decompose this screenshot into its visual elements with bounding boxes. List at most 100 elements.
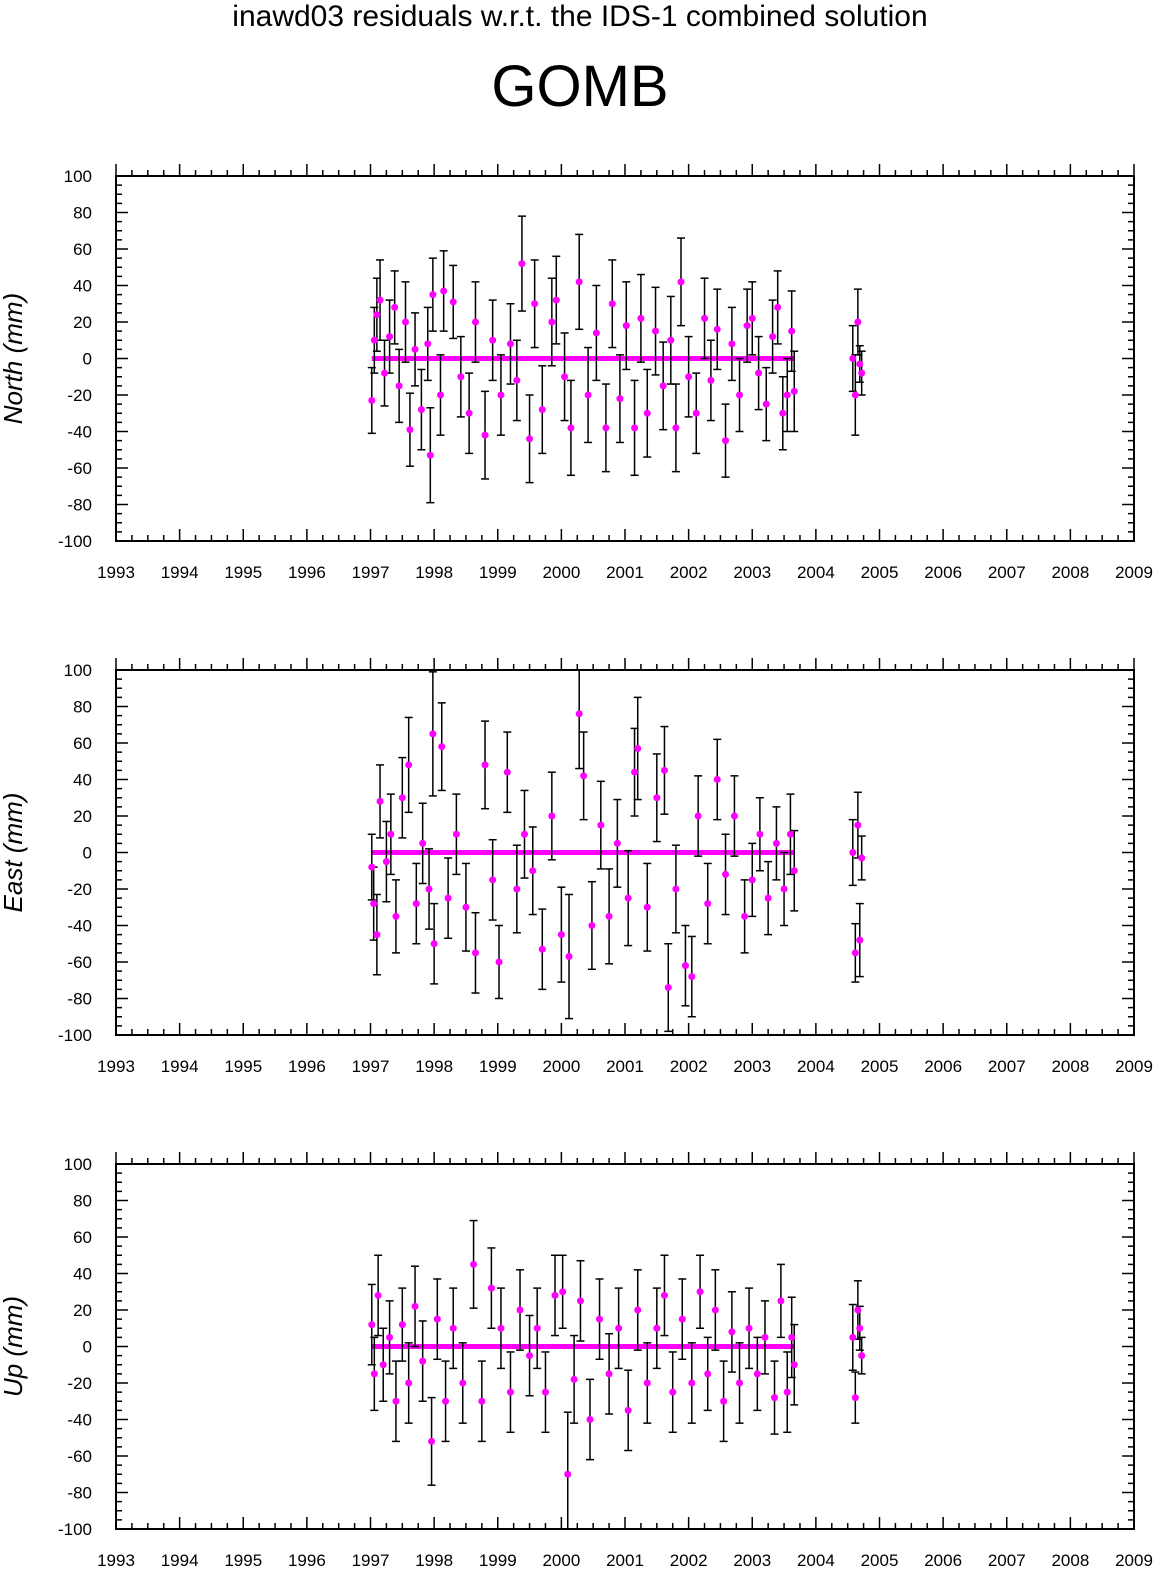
- north-y-axis-label: North (mm): [0, 293, 28, 424]
- up-data-point: [419, 1357, 427, 1365]
- east-data-point: [438, 743, 446, 751]
- north-y-tick-label: 60: [73, 240, 92, 259]
- up-y-tick-label: 60: [73, 1228, 92, 1247]
- north-data-point: [592, 329, 600, 337]
- east-data-point: [624, 894, 632, 902]
- north-data-point: [788, 327, 796, 335]
- east-panel: 1993 1994 1995 1996 1997 1998 1999 2000 2001 2002…: [0, 658, 1153, 1076]
- east-data-point: [425, 885, 433, 893]
- east-y-tick-label: 80: [73, 698, 92, 717]
- east-data-point: [858, 854, 866, 862]
- up-x-tick-label: 2002: [670, 1551, 708, 1570]
- north-y-tick-label: -80: [67, 496, 92, 515]
- north-data-point: [652, 327, 660, 335]
- east-data-point: [756, 830, 764, 838]
- north-data-point: [506, 340, 514, 348]
- up-data-point: [688, 1379, 696, 1387]
- east-data-point: [452, 830, 460, 838]
- up-x-tick-label: 2000: [542, 1551, 580, 1570]
- north-x-tick-label: 1998: [415, 563, 453, 582]
- east-data-point: [370, 900, 378, 908]
- east-x-tick-label: 1993: [97, 1057, 135, 1076]
- north-data-point: [858, 369, 866, 377]
- up-y-tick-label: 20: [73, 1301, 92, 1320]
- north-y-tick-label: 40: [73, 277, 92, 296]
- up-y-tick-label: 80: [73, 1192, 92, 1211]
- east-x-tick-label: 1999: [479, 1057, 517, 1076]
- up-data-point: [704, 1370, 712, 1378]
- east-x-tick-label: 2000: [542, 1057, 580, 1076]
- north-data-point: [728, 340, 736, 348]
- east-data-point: [613, 839, 621, 847]
- north-x-tick-label: 2001: [606, 563, 644, 582]
- east-data-point: [664, 984, 672, 992]
- east-y-tick-label: 40: [73, 771, 92, 790]
- east-data-point: [730, 812, 738, 820]
- east-y-tick-label: 20: [73, 807, 92, 826]
- up-data-point: [551, 1291, 559, 1299]
- up-data-point: [541, 1388, 549, 1396]
- north-y-tick-label: -100: [58, 532, 92, 551]
- up-data-point: [678, 1315, 686, 1323]
- north-x-tick-label: 2005: [861, 563, 899, 582]
- east-data-point: [772, 839, 780, 847]
- east-x-tick-label: 2007: [988, 1057, 1026, 1076]
- north-data-point: [743, 322, 751, 330]
- north-data-point: [513, 376, 521, 384]
- north-data-point: [436, 391, 444, 399]
- north-data-point: [440, 287, 448, 295]
- east-x-tick-label: 2006: [924, 1057, 962, 1076]
- up-data-point: [386, 1333, 394, 1341]
- north-data-point: [411, 345, 419, 353]
- east-data-point: [368, 863, 376, 871]
- east-data-point: [643, 903, 651, 911]
- north-x-tick-label: 1996: [288, 563, 326, 582]
- east-data-point: [489, 876, 497, 884]
- up-data-point: [615, 1324, 623, 1332]
- east-x-tick-label: 2005: [861, 1057, 899, 1076]
- north-x-tick-label: 2003: [733, 563, 771, 582]
- north-y-tick-label: 80: [73, 204, 92, 223]
- north-data-point: [631, 424, 639, 432]
- up-data-point: [596, 1315, 604, 1323]
- east-y-tick-label: 0: [83, 844, 92, 863]
- east-data-point: [412, 900, 420, 908]
- east-x-tick-label: 1998: [415, 1057, 453, 1076]
- up-data-point: [745, 1324, 753, 1332]
- north-data-point: [481, 431, 489, 439]
- up-x-tick-label: 2008: [1051, 1551, 1089, 1570]
- north-data-point: [376, 296, 384, 304]
- up-data-point: [516, 1306, 524, 1314]
- east-x-tick-label: 1994: [161, 1057, 199, 1076]
- station-name: GOMB: [491, 54, 669, 119]
- up-x-tick-label: 2003: [733, 1551, 771, 1570]
- east-y-tick-label: -60: [67, 953, 92, 972]
- up-data-point: [506, 1388, 514, 1396]
- north-data-point: [602, 424, 610, 432]
- up-data-point: [433, 1315, 441, 1323]
- up-y-tick-label: -40: [67, 1411, 92, 1430]
- up-data-point: [761, 1333, 769, 1341]
- east-data-point: [588, 922, 596, 929]
- north-data-point: [713, 325, 721, 333]
- up-data-point: [564, 1470, 572, 1478]
- east-data-point: [786, 830, 794, 838]
- north-data-point: [391, 303, 399, 311]
- north-data-point: [531, 300, 539, 308]
- up-y-tick-label: -80: [67, 1484, 92, 1503]
- east-data-point: [462, 903, 470, 911]
- north-y-tick-label: -40: [67, 423, 92, 442]
- up-data-point: [459, 1379, 467, 1387]
- north-y-tick-label: 100: [64, 167, 92, 186]
- east-data-point: [529, 867, 537, 875]
- north-data-point: [406, 426, 414, 434]
- up-x-tick-label: 2009: [1115, 1551, 1153, 1570]
- east-data-point: [780, 885, 788, 893]
- east-data-point: [631, 768, 639, 776]
- north-data-point: [489, 336, 497, 344]
- east-y-tick-label: -100: [58, 1026, 92, 1045]
- east-data-point: [849, 849, 857, 856]
- up-data-point: [736, 1379, 744, 1387]
- up-data-point: [634, 1306, 642, 1314]
- figure-title: inawd03 residuals w.r.t. the IDS-1 combi…: [232, 0, 928, 33]
